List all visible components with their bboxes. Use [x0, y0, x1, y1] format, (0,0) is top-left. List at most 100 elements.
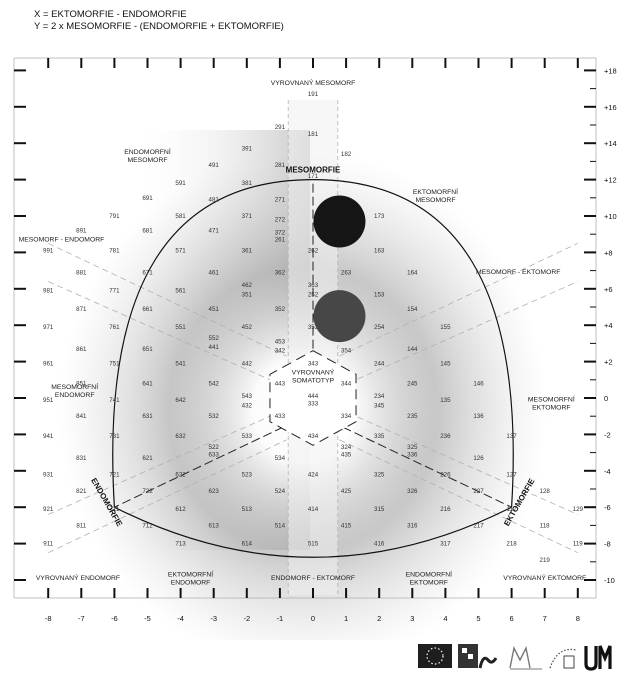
zone-label-line: VYROVNANÝ ENDOMORF — [36, 573, 120, 582]
somatotype-code: 591 — [175, 180, 186, 187]
somatotype-code: 622 — [175, 471, 186, 478]
x-tick-label: -1 — [277, 614, 284, 623]
zone-label: VYROVNANÝ ENDOMORF — [36, 573, 120, 582]
somatotype-code: 164 — [407, 269, 418, 276]
somatotype-code: 272 — [275, 217, 286, 224]
somatotype-code: 712 — [142, 522, 153, 529]
somatotype-code: 163 — [374, 248, 385, 255]
somatotype-code: 433 — [275, 413, 286, 420]
somatotype-code: 481 — [209, 197, 220, 204]
zone-label: VYROVNANÝ MESOMORF — [271, 78, 356, 87]
somatotype-code: 551 — [175, 324, 186, 331]
outline-arc-bottom — [114, 506, 512, 558]
somatotype-code: 921 — [43, 506, 54, 513]
y-tick-label: -6 — [604, 503, 611, 512]
dashed-band — [339, 242, 578, 357]
somatotype-code: 129 — [573, 506, 584, 513]
university-logo — [584, 645, 612, 671]
zone-label-line: MESOMORF - ENDOMORF — [19, 236, 105, 243]
dashed-band — [339, 281, 578, 388]
somatotype-code: 523 — [242, 471, 253, 478]
somatotype-code: 453 — [275, 339, 286, 346]
somatotype-marker — [313, 290, 366, 343]
zone-label-line: EKTOMORFNÍ — [413, 187, 458, 196]
outline-arc-left — [112, 179, 314, 508]
somatotype-code: 881 — [76, 269, 87, 276]
somatotype-code: 681 — [142, 228, 153, 235]
zone-label-line: VYROVNANÝ — [292, 367, 335, 376]
zone-label: ENDOMORF - EKTOMORF — [271, 575, 355, 582]
somatotype-marker — [313, 195, 366, 248]
somatotype-code: 324 — [341, 444, 352, 451]
somatotype-code: 571 — [175, 248, 186, 255]
somatotype-code: 961 — [43, 360, 54, 367]
y-tick-label: +2 — [604, 358, 613, 367]
somatotype-code: 316 — [407, 522, 418, 529]
somatotype-code: 252 — [308, 291, 319, 298]
somatotype-code: 821 — [76, 488, 87, 495]
zone-label-line: ENDOMORF — [171, 579, 211, 586]
y-tick-label: +4 — [604, 321, 613, 330]
somatotype-code: 335 — [374, 433, 385, 440]
somatotype-code: 145 — [440, 360, 451, 367]
somatotype-code: 372 — [275, 229, 286, 236]
x-tick-label: -4 — [177, 614, 184, 623]
somatotype-axis — [114, 426, 284, 508]
somatotype-code: 291 — [275, 124, 286, 131]
somatotype-code: 931 — [43, 471, 54, 478]
somatotype-code: 981 — [43, 288, 54, 295]
dashed-band — [48, 439, 287, 554]
somatotype-code: 623 — [209, 488, 220, 495]
somatotype-code: 351 — [242, 291, 253, 298]
somatotype-code: 561 — [175, 288, 186, 295]
somatotype-code: 325 — [374, 471, 385, 478]
somatotype-code: 461 — [209, 269, 220, 276]
somatotype-code: 361 — [242, 248, 253, 255]
somatotype-code: 432 — [242, 402, 253, 409]
somatotype-code: 128 — [540, 488, 551, 495]
somatotype-code: 182 — [341, 151, 352, 158]
somatotype-code: 118 — [540, 522, 550, 529]
somatotype-code: 262 — [308, 248, 319, 255]
somatotype-code: 971 — [43, 324, 54, 331]
somatotype-code: 514 — [275, 522, 286, 529]
zone-label-line: ENDOMORF — [55, 392, 95, 399]
zone-label-line: ENDOMORF - EKTOMORF — [271, 575, 355, 582]
x-tick-label: 8 — [576, 614, 580, 623]
somatotype-code: 261 — [275, 237, 286, 244]
somatotype-code: 451 — [209, 306, 220, 313]
somatotype-code: 353 — [308, 324, 319, 331]
x-tick-label: 1 — [344, 614, 348, 623]
somatotype-code: 951 — [43, 397, 54, 404]
somatotype-code: 541 — [175, 360, 186, 367]
zone-label-line: VYROVNANÝ MESOMORF — [271, 78, 356, 87]
somatotype-code: 614 — [242, 541, 253, 548]
somatotype-code: 513 — [242, 506, 253, 513]
y-tick-label: +12 — [604, 176, 617, 185]
somatotype-code: 424 — [308, 471, 319, 478]
somatotype-code: 991 — [43, 248, 54, 255]
somatotype-code: 443 — [275, 380, 286, 387]
somatotype-code: 343 — [308, 360, 319, 367]
x-tick-label: 0 — [311, 614, 315, 623]
dashed-band — [48, 281, 287, 388]
somatotype-code: 811 — [76, 522, 86, 529]
somatotype-code: 363 — [308, 282, 319, 289]
somatotype-code: 254 — [374, 324, 385, 331]
somatotype-code: 524 — [275, 488, 286, 495]
somatotype-code: 271 — [275, 197, 286, 204]
somatotype-code: 642 — [175, 397, 186, 404]
somatotype-code: 227 — [473, 488, 484, 495]
somatotype-code: 434 — [308, 433, 319, 440]
zone-label: MESOMORF - EKTOMORF — [476, 269, 560, 276]
formula-y: Y = 2 x MESOMORFIE - (ENDOMORFIE + EKTOM… — [34, 21, 284, 32]
somatotype-code: 791 — [109, 213, 120, 220]
zone-label-line: MESOMORF — [127, 157, 167, 164]
somatotype-code: 334 — [341, 413, 352, 420]
somatotype-code: 621 — [142, 455, 153, 462]
zone-label-line: MESOMORFNÍ — [528, 395, 575, 404]
somatotype-code: 534 — [275, 455, 286, 462]
somatotype-code: 155 — [440, 324, 451, 331]
somatotype-code: 333 — [308, 400, 319, 407]
zone-label: EKTOMORFNÍ ENDOMORF — [168, 569, 213, 586]
